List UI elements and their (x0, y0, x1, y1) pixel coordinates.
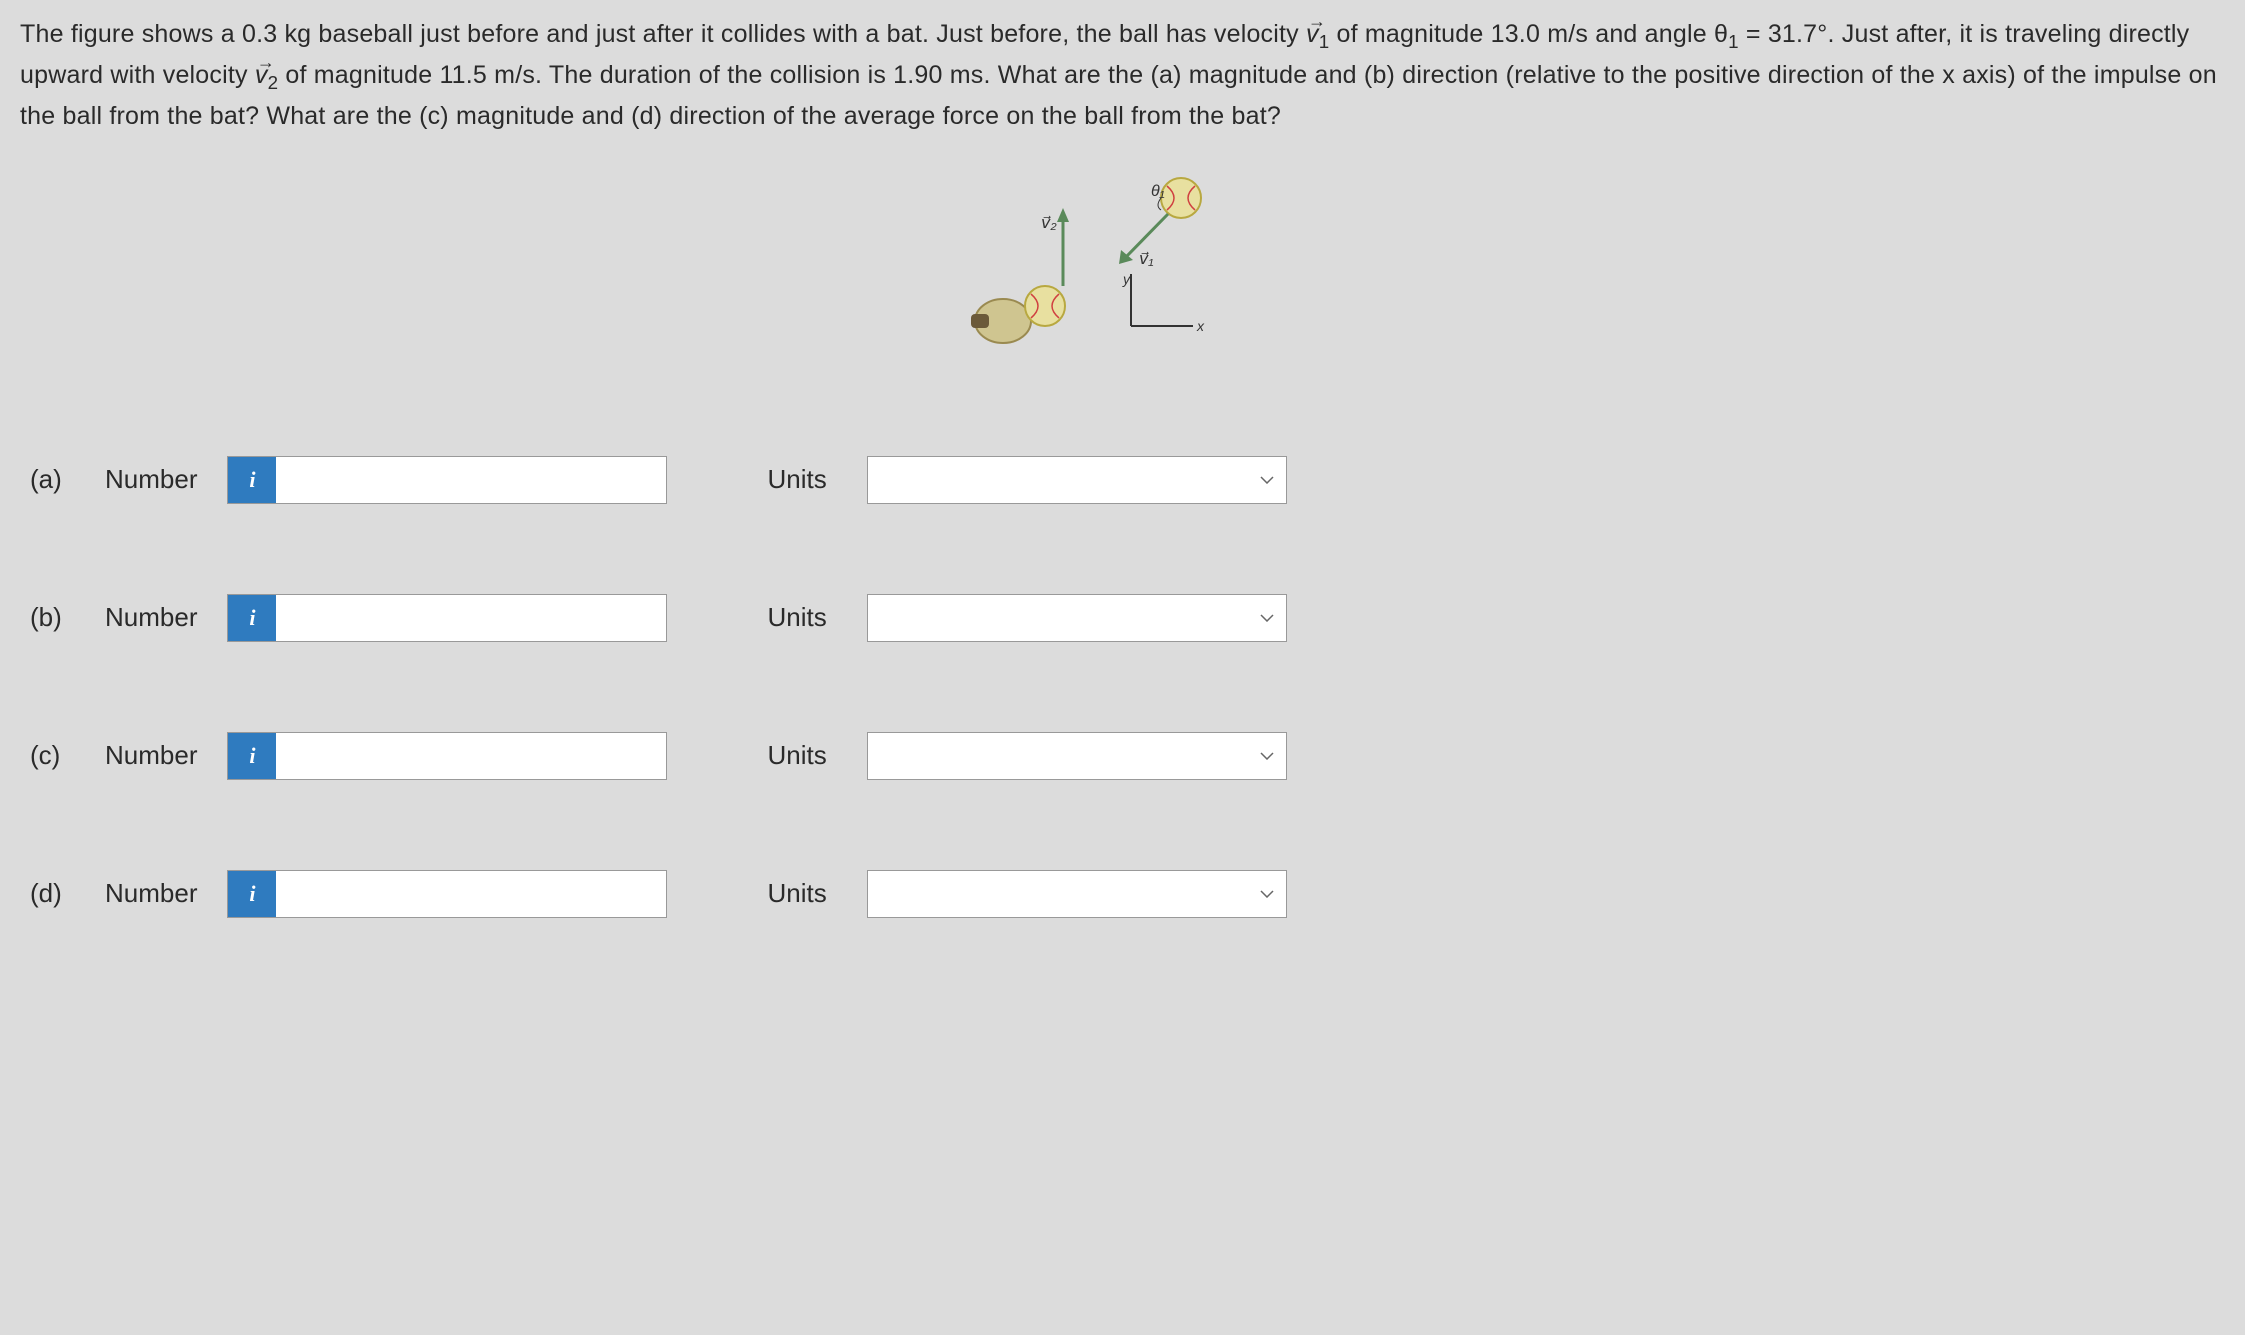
physics-figure: v⃗₂ v⃗₁ θ₁ y x (963, 166, 1283, 366)
velocity-2-symbol: →v (255, 61, 268, 89)
units-label: Units (767, 602, 826, 633)
v2-label: v⃗₂ (1041, 215, 1057, 232)
number-input-b[interactable] (276, 595, 666, 641)
answer-row-c: (c) Number i Units (30, 732, 2225, 780)
part-label-a: (a) (30, 464, 85, 495)
units-select-a[interactable] (867, 456, 1287, 504)
number-input-wrapper-a: i (227, 456, 667, 504)
ball-after-icon (1025, 286, 1065, 326)
ball-before-icon (1161, 178, 1201, 218)
info-icon[interactable]: i (228, 733, 276, 779)
info-icon[interactable]: i (228, 871, 276, 917)
answer-row-d: (d) Number i Units (30, 870, 2225, 918)
number-input-d[interactable] (276, 871, 666, 917)
number-input-wrapper-d: i (227, 870, 667, 918)
theta-label: θ₁ (1151, 183, 1165, 200)
number-input-a[interactable] (276, 457, 666, 503)
answer-row-a: (a) Number i Units (30, 456, 2225, 504)
problem-text-4: of magnitude 11.5 m/s. The duration of t… (20, 61, 2217, 130)
problem-statement: The figure shows a 0.3 kg baseball just … (20, 15, 2225, 136)
number-input-wrapper-c: i (227, 732, 667, 780)
v1-label: v⃗₁ (1139, 251, 1154, 268)
bat-handle-icon (971, 314, 989, 328)
answers-section: (a) Number i Units (b) Number i Units (c… (30, 456, 2225, 918)
units-label: Units (767, 740, 826, 771)
y-axis-label: y (1122, 271, 1131, 287)
problem-text-2: of magnitude 13.0 m/s and angle θ (1329, 20, 1728, 48)
answer-row-b: (b) Number i Units (30, 594, 2225, 642)
part-label-b: (b) (30, 602, 85, 633)
units-select-d[interactable] (867, 870, 1287, 918)
units-label: Units (767, 464, 826, 495)
figure-container: v⃗₂ v⃗₁ θ₁ y x (20, 166, 2225, 366)
number-label: Number (105, 602, 197, 633)
number-input-wrapper-b: i (227, 594, 667, 642)
info-icon[interactable]: i (228, 457, 276, 503)
problem-text-1: The figure shows a 0.3 kg baseball just … (20, 20, 1306, 48)
part-label-c: (c) (30, 740, 85, 771)
units-select-b[interactable] (867, 594, 1287, 642)
info-icon[interactable]: i (228, 595, 276, 641)
number-input-c[interactable] (276, 733, 666, 779)
velocity-1-symbol: →v (1306, 20, 1319, 48)
number-label: Number (105, 464, 197, 495)
number-label: Number (105, 878, 197, 909)
x-axis-label: x (1196, 318, 1205, 334)
part-label-d: (d) (30, 878, 85, 909)
number-label: Number (105, 740, 197, 771)
units-label: Units (767, 878, 826, 909)
units-select-c[interactable] (867, 732, 1287, 780)
